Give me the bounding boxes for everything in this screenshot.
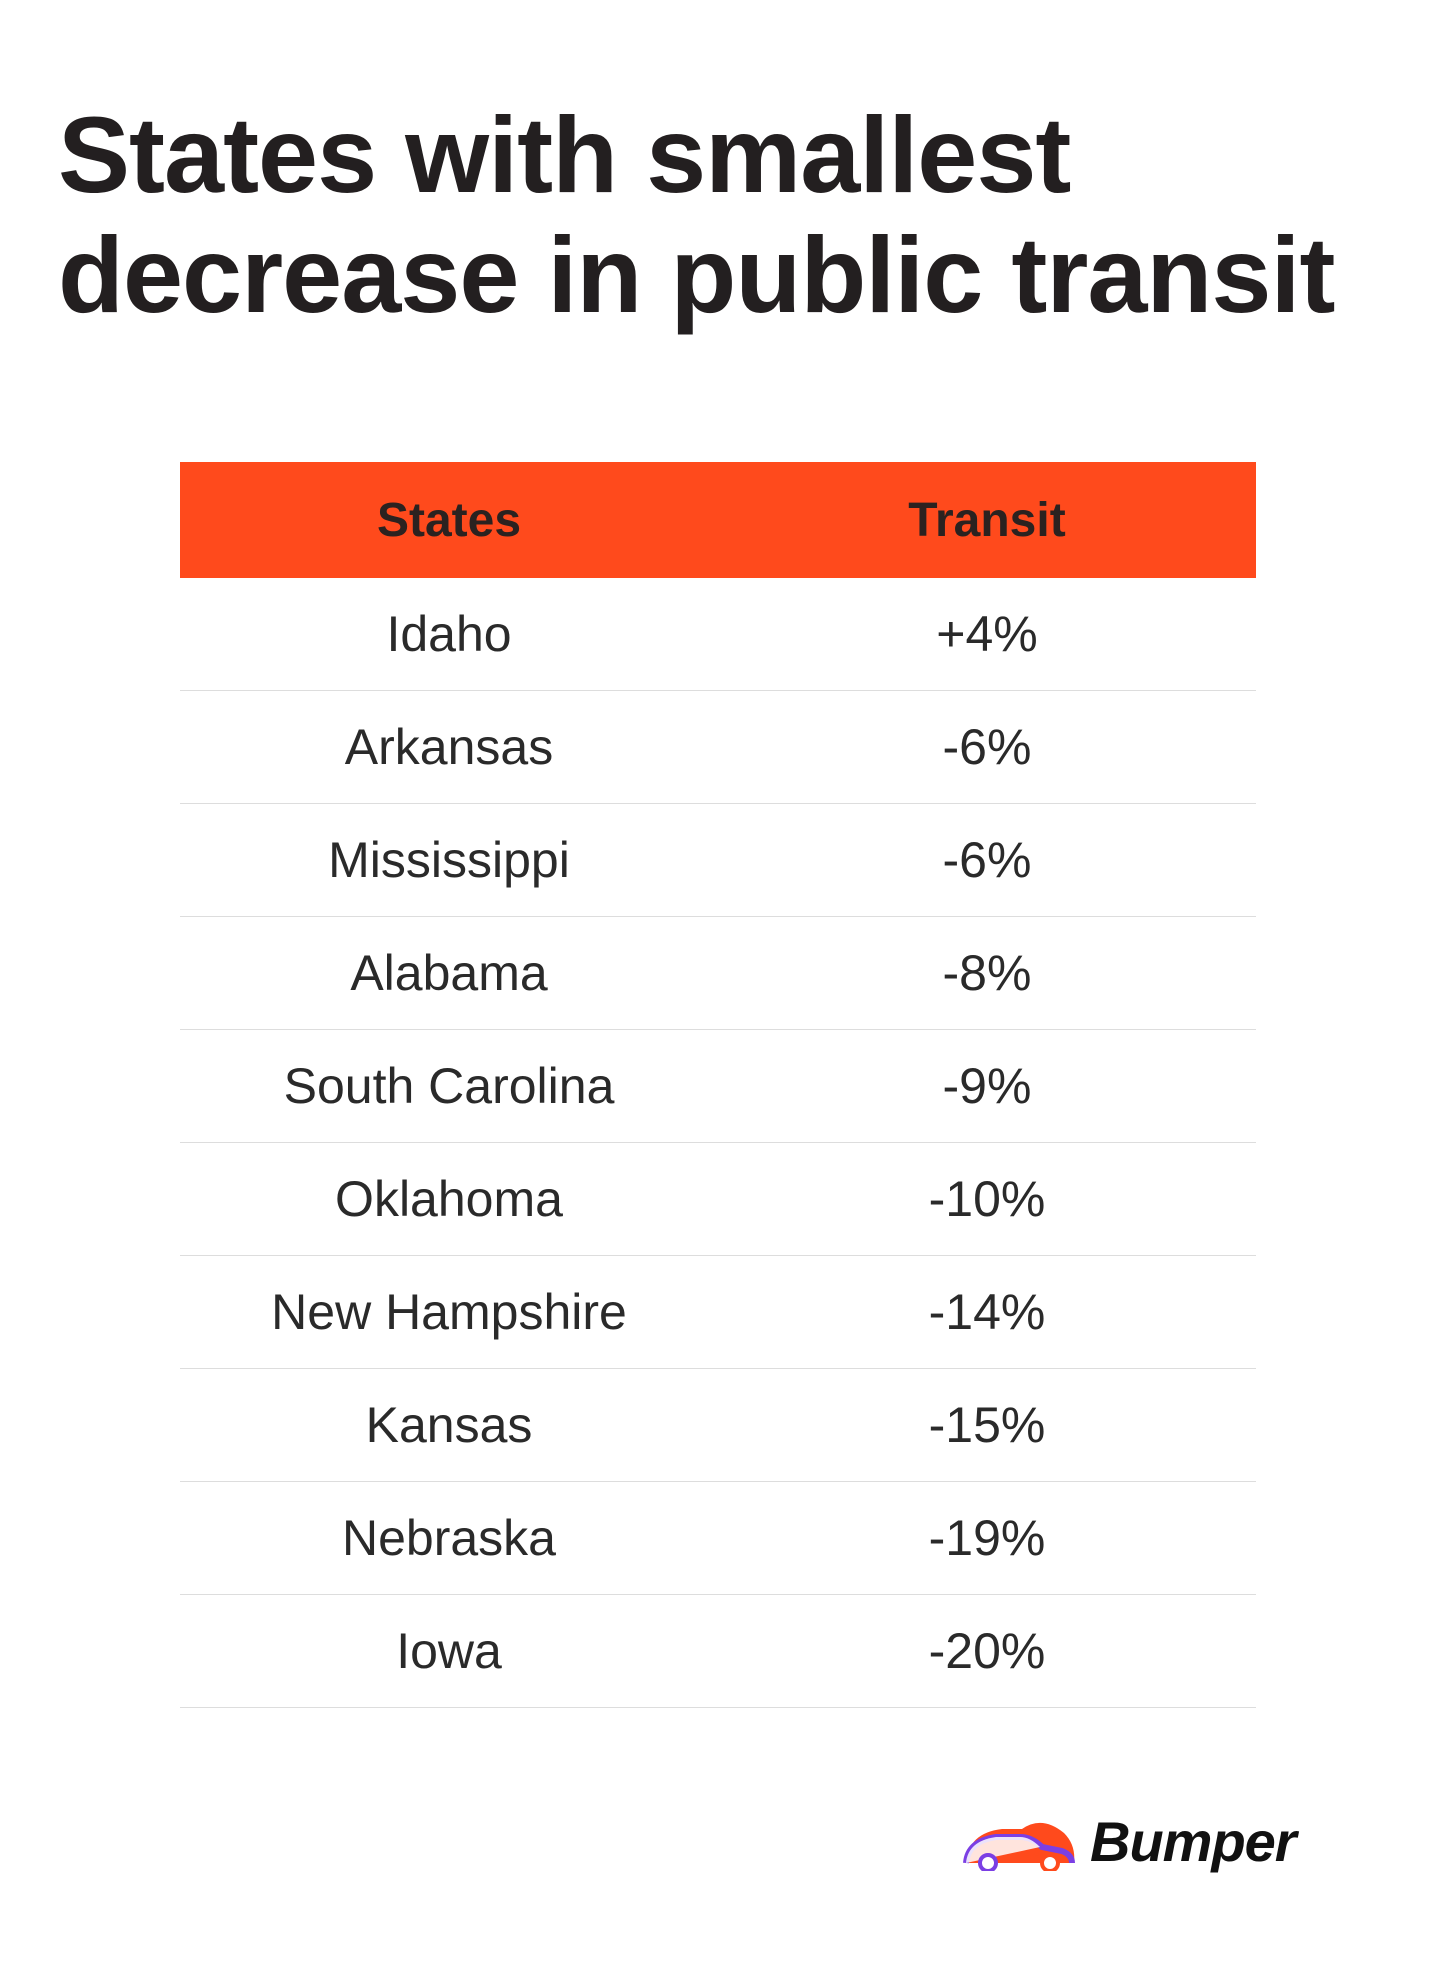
table-row: Oklahoma -10% <box>180 1143 1256 1256</box>
column-header: Transit <box>908 493 1066 547</box>
transit-cell: -8% <box>942 945 1032 1001</box>
table-row: Alabama -8% <box>180 917 1256 1030</box>
state-cell: New Hampshire <box>271 1284 627 1340</box>
table-row: New Hampshire -14% <box>180 1256 1256 1369</box>
transit-cell: -9% <box>942 1058 1032 1114</box>
transit-cell: -20% <box>928 1623 1046 1679</box>
transit-cell: -6% <box>942 832 1032 888</box>
state-cell: Iowa <box>396 1623 502 1679</box>
transit-cell: -14% <box>928 1284 1046 1340</box>
state-cell: Kansas <box>365 1397 533 1453</box>
transit-cell: -10% <box>928 1171 1046 1227</box>
state-cell: Mississippi <box>328 832 570 888</box>
logo: Bumper <box>962 1806 1297 1876</box>
transit-cell: -6% <box>942 719 1032 775</box>
state-cell: South Carolina <box>283 1058 615 1114</box>
table-row: Mississippi -6% <box>180 804 1256 917</box>
transit-cell: -19% <box>928 1510 1046 1566</box>
table-row: South Carolina -9% <box>180 1030 1256 1143</box>
logo-icon <box>963 1822 1075 1871</box>
table-row: Arkansas -6% <box>180 691 1256 804</box>
table-row: Nebraska -19% <box>180 1482 1256 1595</box>
table-row: Iowa -20% <box>180 1595 1256 1708</box>
logo-text: Bumper <box>1090 1809 1297 1873</box>
state-cell: Oklahoma <box>335 1171 563 1227</box>
title: States with smallest decrease in public … <box>58 94 1335 335</box>
state-cell: Alabama <box>350 945 548 1001</box>
transit-cell: +4% <box>936 606 1038 662</box>
state-cell: Idaho <box>386 606 512 662</box>
table-row: Kansas -15% <box>180 1369 1256 1482</box>
state-cell: Arkansas <box>344 719 554 775</box>
table-header: States Transit <box>180 462 1256 578</box>
table: States Transit Idaho +4% Arkansas -6% Missis… <box>180 462 1256 1708</box>
column-header: States <box>376 493 522 547</box>
state-cell: Nebraska <box>342 1510 556 1566</box>
transit-cell: -15% <box>928 1397 1046 1453</box>
table-row: Idaho +4% <box>180 578 1256 691</box>
